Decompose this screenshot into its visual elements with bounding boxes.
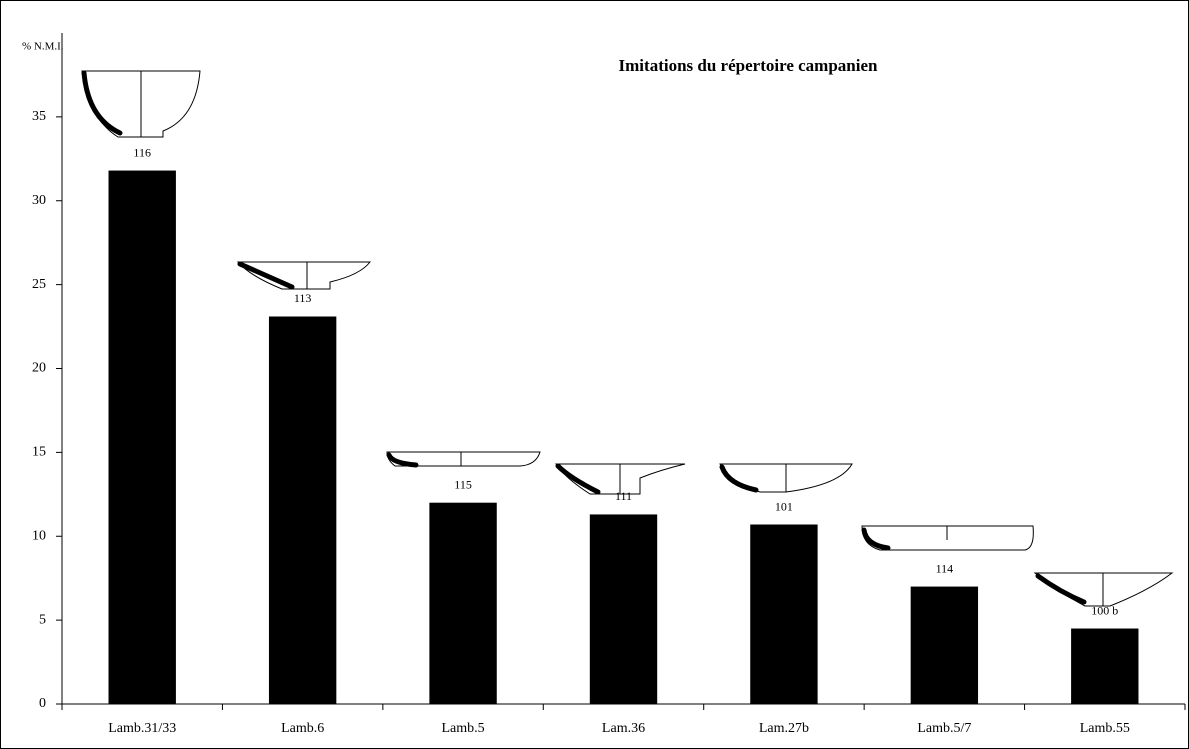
y-tick-label: 20 bbox=[32, 361, 46, 376]
y-tick-label: 5 bbox=[39, 612, 46, 627]
bar bbox=[268, 316, 337, 704]
x-tick-label: Lamb.31/33 bbox=[108, 721, 176, 736]
bar bbox=[910, 586, 979, 704]
x-tick-label: Lamb.5 bbox=[441, 721, 484, 736]
annotation: 114 bbox=[936, 561, 954, 575]
annotation: 116 bbox=[133, 145, 151, 159]
annotation: 100 b bbox=[1091, 603, 1118, 617]
annotation: 115 bbox=[454, 477, 472, 491]
bar bbox=[750, 524, 818, 704]
y-axis-label: % N.M.I. bbox=[22, 41, 64, 53]
y-tick-label: 30 bbox=[32, 193, 46, 208]
bar bbox=[589, 514, 658, 704]
annotation: 101 bbox=[775, 499, 793, 513]
bar bbox=[1071, 628, 1139, 704]
profile bbox=[236, 261, 372, 290]
annotation: 111 bbox=[615, 489, 632, 503]
bar bbox=[108, 170, 176, 704]
x-tick-label: Lam.36 bbox=[602, 721, 645, 736]
x-tick-label: Lamb.6 bbox=[281, 721, 324, 736]
y-tick-label: 35 bbox=[32, 109, 46, 124]
annotation: 113 bbox=[294, 291, 312, 305]
y-tick-label: 0 bbox=[39, 696, 46, 711]
bar bbox=[429, 502, 497, 704]
profile bbox=[555, 463, 686, 495]
x-tick-label: Lamb.55 bbox=[1080, 721, 1130, 736]
profile bbox=[861, 525, 1034, 551]
profile bbox=[81, 70, 201, 138]
y-tick-label: 10 bbox=[32, 528, 46, 543]
profiles bbox=[81, 70, 1174, 607]
profile bbox=[1033, 572, 1174, 607]
x-tick-label: Lam.27b bbox=[759, 721, 809, 736]
y-tick-label: 15 bbox=[32, 445, 46, 460]
profile bbox=[386, 451, 541, 468]
y-tick-label: 25 bbox=[32, 277, 46, 292]
chart-title: Imitations du répertoire campanien bbox=[619, 56, 878, 75]
x-tick-label: Lamb.5/7 bbox=[917, 721, 971, 736]
profile bbox=[719, 463, 853, 493]
